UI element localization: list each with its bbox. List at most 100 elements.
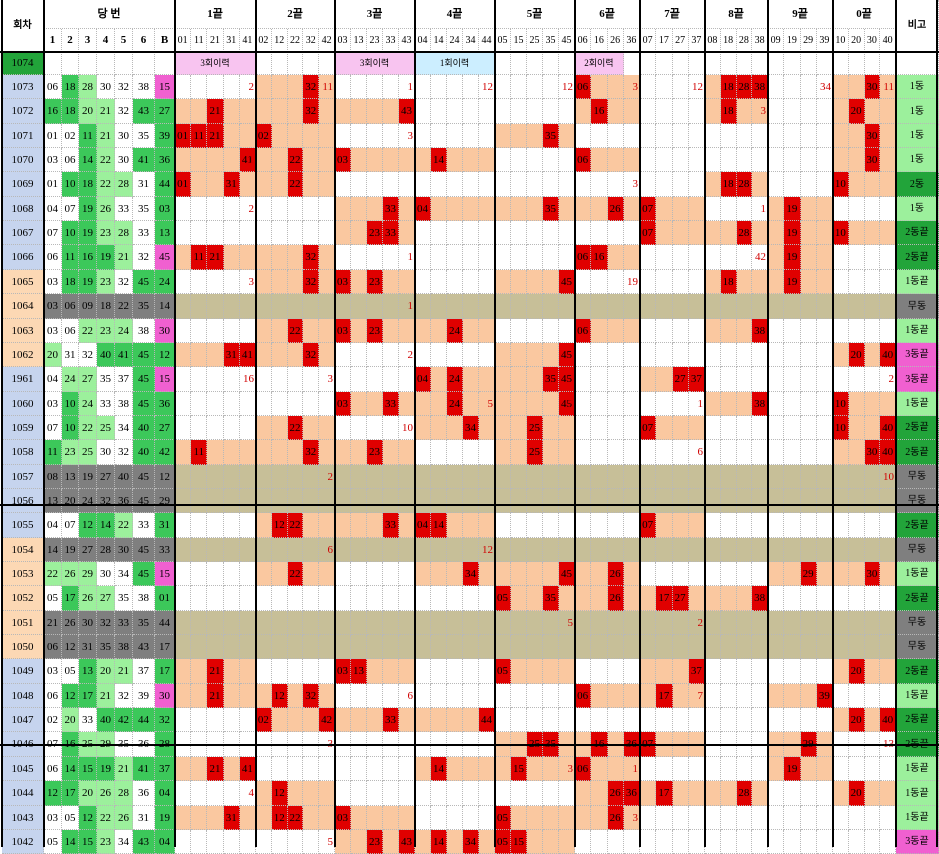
- grid-cell[interactable]: [656, 197, 673, 221]
- winning-number[interactable]: 23: [97, 830, 115, 854]
- grid-cell[interactable]: [495, 538, 511, 562]
- grid-cell[interactable]: [495, 124, 511, 148]
- grid-cell[interactable]: [175, 343, 192, 367]
- grid-cell[interactable]: [848, 830, 865, 854]
- grid-cell[interactable]: 17: [656, 684, 673, 708]
- winning-number[interactable]: 45: [133, 465, 155, 489]
- grid-cell[interactable]: [559, 830, 575, 854]
- grid-cell[interactable]: [351, 416, 367, 440]
- grid-cell[interactable]: [591, 659, 608, 684]
- grid-cell[interactable]: [415, 319, 431, 343]
- note-header[interactable]: 비고: [896, 0, 939, 52]
- grid-cell[interactable]: [623, 586, 640, 611]
- grid-cell[interactable]: [736, 635, 753, 659]
- grid-cell[interactable]: [543, 343, 559, 367]
- group-header-6[interactable]: 7끝: [640, 0, 705, 29]
- winning-number[interactable]: 19: [79, 197, 97, 221]
- grid-cell[interactable]: 21: [207, 245, 224, 270]
- gap-count[interactable]: 34: [816, 75, 833, 99]
- grid-cell[interactable]: [271, 708, 288, 732]
- grid-cell[interactable]: [479, 294, 495, 319]
- grid-cell[interactable]: [640, 343, 657, 367]
- grid-cell[interactable]: [287, 75, 304, 99]
- grid-cell[interactable]: 29: [800, 562, 817, 586]
- winning-number[interactable]: 34: [115, 830, 133, 854]
- grid-cell[interactable]: [768, 99, 785, 124]
- grid-cell[interactable]: [623, 489, 640, 513]
- grid-cell[interactable]: [335, 513, 351, 538]
- grid-cell[interactable]: [559, 294, 575, 319]
- grid-cell[interactable]: [319, 294, 335, 319]
- grid-cell[interactable]: 23: [367, 270, 383, 294]
- grid-cell[interactable]: 20: [848, 99, 865, 124]
- grid-cell[interactable]: [575, 538, 592, 562]
- grid-cell[interactable]: [415, 830, 431, 854]
- grid-cell[interactable]: [768, 684, 785, 708]
- grid-cell[interactable]: [656, 562, 673, 586]
- grid-cell[interactable]: [575, 392, 592, 416]
- grid-cell[interactable]: [447, 465, 463, 489]
- grid-cell[interactable]: [431, 781, 447, 806]
- grid-cell[interactable]: [656, 294, 673, 319]
- grid-cell[interactable]: [768, 75, 785, 99]
- grid-cell[interactable]: [833, 245, 849, 270]
- grid-cell[interactable]: [351, 319, 367, 343]
- grid-cell[interactable]: [591, 75, 608, 99]
- grid-cell[interactable]: [640, 99, 657, 124]
- grid-cell[interactable]: [415, 708, 431, 732]
- grid-cell[interactable]: [271, 465, 288, 489]
- grid-cell[interactable]: [784, 684, 801, 708]
- winning-number[interactable]: 01: [44, 124, 62, 148]
- grid-cell[interactable]: [880, 562, 896, 586]
- status-note[interactable]: 3동끝: [896, 343, 939, 367]
- grid-cell[interactable]: [367, 197, 383, 221]
- grid-cell[interactable]: [415, 806, 431, 830]
- grid-cell[interactable]: [463, 221, 479, 245]
- winning-number-index[interactable]: 4: [97, 29, 115, 52]
- grid-cell[interactable]: [784, 124, 801, 148]
- winning-number[interactable]: 26: [79, 586, 97, 611]
- grid-cell[interactable]: [800, 465, 817, 489]
- grid-cell[interactable]: [351, 611, 367, 635]
- grid-cell[interactable]: 19: [784, 245, 801, 270]
- grid-cell[interactable]: [623, 465, 640, 489]
- winning-number[interactable]: 04: [155, 781, 175, 806]
- grid-cell[interactable]: [239, 99, 256, 124]
- grid-cell[interactable]: [383, 75, 399, 99]
- grid-cell[interactable]: [752, 294, 768, 319]
- grid-cell[interactable]: [591, 197, 608, 221]
- grid-cell[interactable]: [559, 781, 575, 806]
- winning-number[interactable]: 31: [155, 513, 175, 538]
- grid-cell[interactable]: [752, 416, 768, 440]
- grid-cell[interactable]: [784, 367, 801, 392]
- grid-cell[interactable]: [656, 270, 673, 294]
- winning-number[interactable]: 24: [79, 392, 97, 416]
- grid-cell[interactable]: [447, 538, 463, 562]
- grid-cell[interactable]: [319, 635, 335, 659]
- winning-number[interactable]: 03: [44, 294, 62, 319]
- grid-cell[interactable]: [175, 416, 192, 440]
- grid-cell[interactable]: [223, 465, 240, 489]
- grid-cell[interactable]: [705, 99, 721, 124]
- grid-cell[interactable]: [705, 830, 721, 854]
- grid-cell[interactable]: [303, 197, 320, 221]
- grid-cell[interactable]: [864, 830, 881, 854]
- grid-cell[interactable]: [271, 221, 288, 245]
- grid-cell[interactable]: [223, 538, 240, 562]
- grid-cell[interactable]: [511, 294, 527, 319]
- group-number-header[interactable]: 19: [784, 29, 801, 52]
- grid-cell[interactable]: [848, 586, 865, 611]
- winning-number[interactable]: 06: [44, 757, 62, 781]
- grid-cell[interactable]: [319, 343, 335, 367]
- grid-cell[interactable]: [511, 440, 527, 465]
- round-number[interactable]: 1052: [2, 586, 44, 611]
- grid-cell[interactable]: [447, 343, 463, 367]
- grid-cell[interactable]: [207, 465, 224, 489]
- grid-cell[interactable]: [239, 611, 256, 635]
- grid-cell[interactable]: [256, 830, 272, 854]
- grid-cell[interactable]: [623, 635, 640, 659]
- grid-cell[interactable]: [383, 440, 399, 465]
- grid-cell[interactable]: [256, 757, 272, 781]
- grid-cell[interactable]: [736, 684, 753, 708]
- grid-cell[interactable]: [559, 99, 575, 124]
